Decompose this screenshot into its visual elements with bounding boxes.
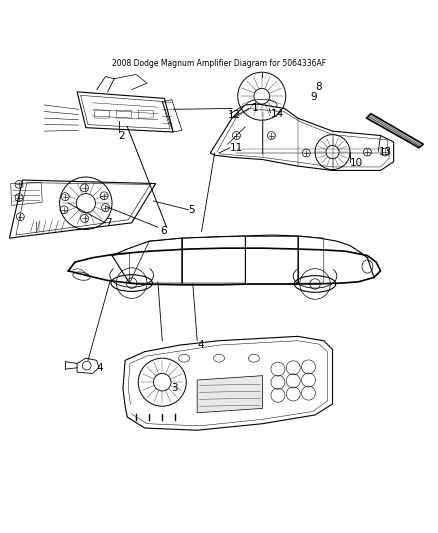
Text: 7: 7	[106, 218, 112, 228]
Text: 3: 3	[171, 383, 177, 393]
Text: 4: 4	[97, 363, 103, 373]
Text: 5: 5	[188, 205, 195, 215]
Text: 4: 4	[197, 340, 204, 350]
Text: 12: 12	[228, 110, 241, 119]
Polygon shape	[123, 336, 332, 430]
Text: 9: 9	[311, 92, 317, 102]
Text: 1: 1	[252, 103, 258, 114]
Text: 2: 2	[119, 132, 125, 141]
Polygon shape	[10, 180, 155, 238]
Text: 6: 6	[160, 225, 167, 236]
Text: 14: 14	[271, 109, 284, 119]
Polygon shape	[197, 376, 263, 413]
Polygon shape	[77, 92, 173, 132]
Text: 10: 10	[350, 158, 363, 167]
Text: 2008 Dodge Magnum Amplifier Diagram for 5064336AF: 2008 Dodge Magnum Amplifier Diagram for …	[112, 59, 326, 68]
Text: 8: 8	[315, 82, 321, 92]
Text: 11: 11	[230, 143, 243, 153]
Text: 13: 13	[378, 147, 392, 157]
Polygon shape	[210, 104, 394, 171]
Polygon shape	[367, 114, 424, 148]
